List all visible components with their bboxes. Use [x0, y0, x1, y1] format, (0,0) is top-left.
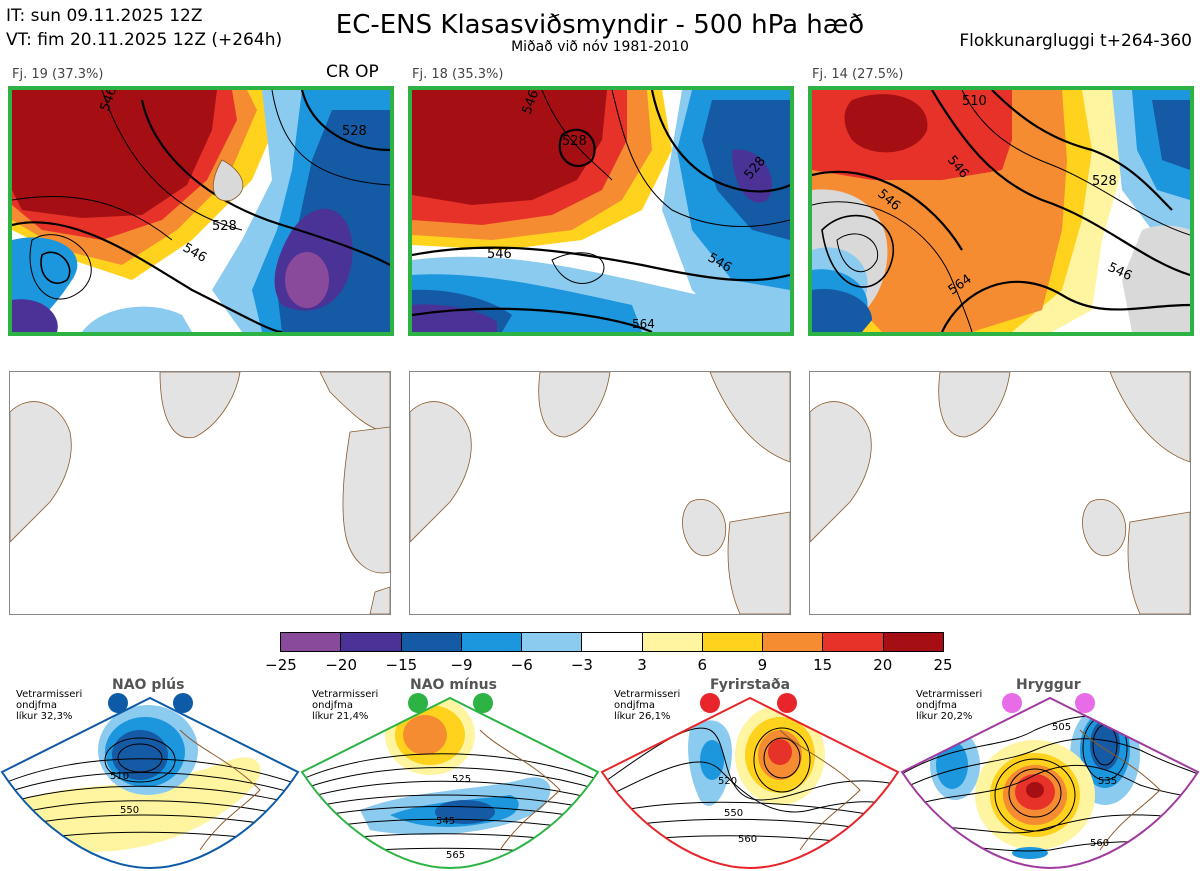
page-subtitle: Miðað við nóv 1981-2010 — [511, 39, 689, 55]
cluster-2-contour-6: 564 — [632, 317, 655, 331]
regime-1-contour-2: 550 — [120, 805, 139, 816]
regime-2-name: NAO mínus — [410, 677, 497, 693]
colorbar — [280, 632, 944, 652]
regime-3-note: Vetrarmisseri ondjfma líkur 26,1% — [614, 689, 681, 722]
colorbar-swatch — [281, 633, 342, 651]
cluster-3-contour-1: 510 — [962, 94, 987, 109]
valid-time: VT: fim 20.11.2025 12Z (+264h) — [6, 30, 283, 50]
colorbar-tick: 3 — [637, 656, 647, 674]
regime-3-name: Fyrirstaða — [710, 677, 791, 693]
regime-4-note: Vetrarmisseri ondjfma líkur 20,2% — [916, 689, 983, 722]
colorbar-swatch — [823, 633, 884, 651]
colorbar-tick: 6 — [697, 656, 708, 674]
colorbar-tick: −9 — [450, 656, 473, 674]
cluster-1-contour-2: 528 — [212, 219, 237, 234]
colorbar-tick: 9 — [757, 656, 768, 674]
colorbar-tick: −3 — [570, 656, 593, 674]
regime-2-contour-2: 545 — [436, 816, 455, 827]
colorbar-tick: 20 — [873, 656, 893, 674]
cluster-1-map: 546 528 528 546 — [8, 86, 394, 336]
regime-1-note: Vetrarmisseri ondjfma líkur 32,3% — [16, 689, 83, 722]
cluster-1-tag: CR OP — [326, 62, 379, 82]
cluster-1-label: Fj. 19 (37.3%) — [12, 67, 104, 82]
empty-map-3 — [809, 371, 1191, 615]
colorbar-swatch — [763, 633, 824, 651]
colorbar-tick: −15 — [385, 656, 418, 674]
regime-3-map: 520 550 560 — [600, 693, 900, 870]
cluster-2-map: 546 528 528 546 546 564 — [408, 86, 794, 336]
cluster-3-map: 510 546 528 546 546 564 — [808, 86, 1194, 336]
colorbar-swatch — [401, 633, 462, 651]
regime-4-map: 505 535 560 — [900, 693, 1200, 870]
colorbar-tick: 25 — [933, 656, 953, 674]
regime-2-contour-3: 565 — [446, 850, 465, 861]
classification-window: Flokkunargluggi t+264-360 — [959, 31, 1192, 51]
regime-3-contour-2: 550 — [724, 808, 743, 819]
cluster-2-contour-2: 528 — [562, 134, 587, 149]
regime-3-contour-3: 560 — [738, 834, 757, 845]
regime-4-contour-1: 505 — [1052, 722, 1071, 733]
cluster-2-label: Fj. 18 (35.3%) — [412, 67, 504, 82]
page-title: EC-ENS Klasasviðsmyndir - 500 hPa hæð — [335, 10, 865, 40]
colorbar-swatch — [522, 633, 583, 651]
cluster-3-contour-3: 528 — [1092, 174, 1117, 189]
empty-map-2 — [409, 371, 791, 615]
colorbar-tick: −6 — [510, 656, 533, 674]
cluster-1-contour-3: 528 — [342, 124, 367, 139]
regime-2-contour-1: 525 — [452, 774, 471, 785]
colorbar-swatch — [702, 633, 764, 651]
regime-1-contour-1: 510 — [110, 771, 129, 782]
regime-1-map: 510 550 — [0, 693, 300, 870]
colorbar-swatch — [341, 633, 402, 651]
colorbar-tick: 15 — [813, 656, 833, 674]
empty-map-1 — [9, 371, 391, 615]
colorbar-tick: −20 — [325, 656, 357, 674]
colorbar-swatch — [642, 633, 703, 651]
cluster-3-label: Fj. 14 (27.5%) — [812, 67, 904, 82]
colorbar-swatch — [582, 633, 643, 651]
regime-4-contour-3: 560 — [1090, 838, 1109, 849]
regime-4-name: Hryggur — [1016, 677, 1081, 693]
colorbar-swatch — [883, 633, 943, 651]
colorbar-swatch — [461, 633, 523, 651]
regime-2-map: 525 545 565 — [300, 693, 600, 870]
initial-time: IT: sun 09.11.2025 12Z — [6, 6, 203, 26]
regime-2-note: Vetrarmisseri ondjfma líkur 21,4% — [312, 689, 379, 722]
regime-1-name: NAO plús — [112, 677, 185, 693]
colorbar-tick: −25 — [265, 656, 297, 674]
regime-4-contour-2: 535 — [1098, 776, 1117, 787]
cluster-2-contour-4: 546 — [487, 247, 512, 262]
regime-3-contour-1: 520 — [718, 776, 737, 787]
